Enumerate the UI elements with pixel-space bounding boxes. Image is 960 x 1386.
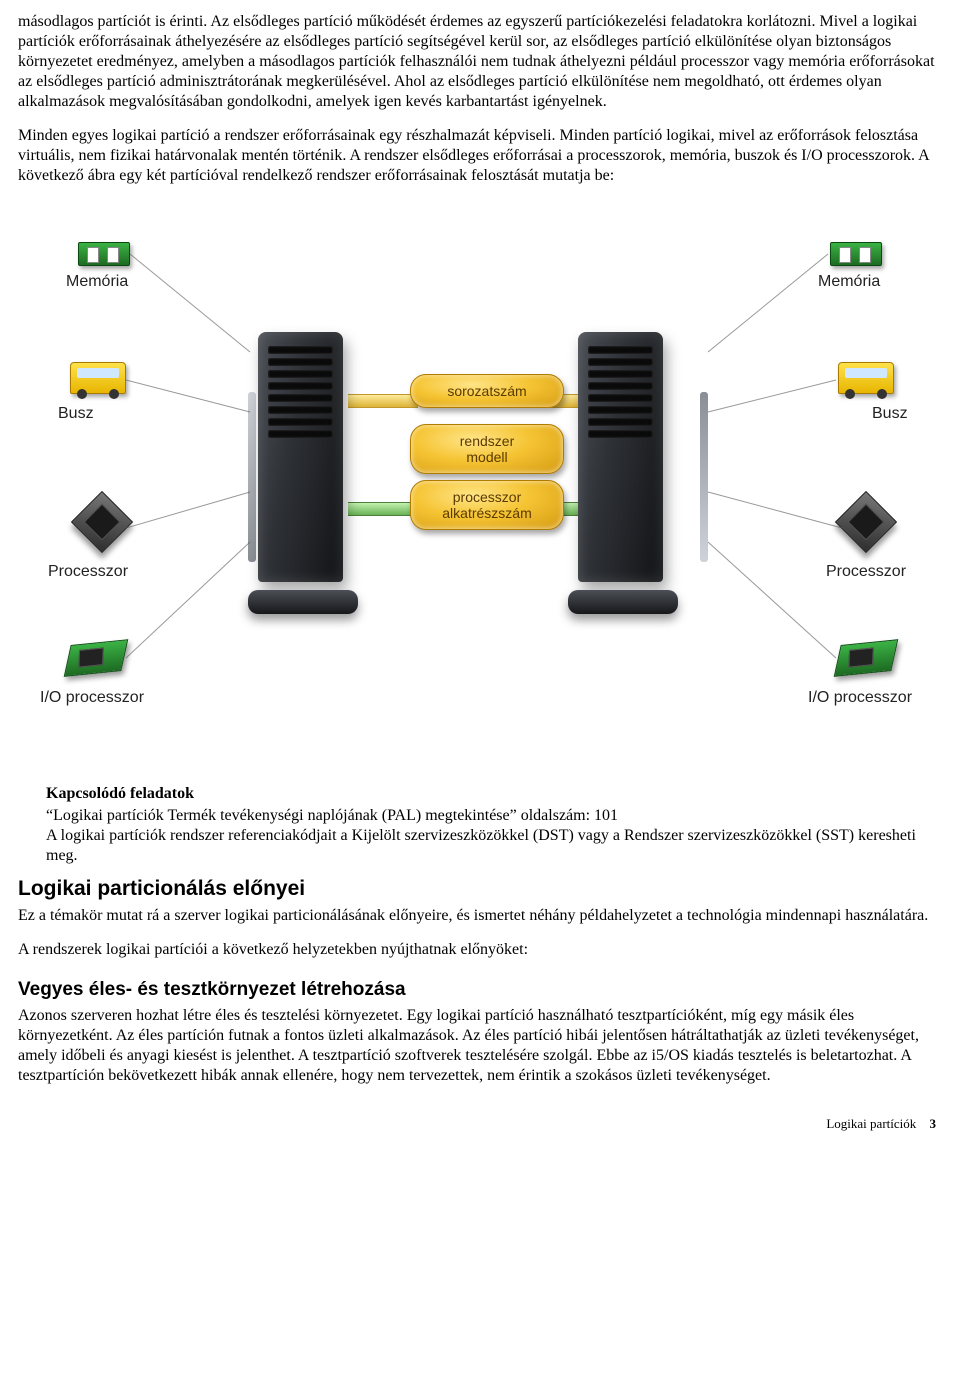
processor-icon-right xyxy=(835,491,897,553)
benefits-paragraph-2: A rendszerek logikai partíciói a követke… xyxy=(18,940,942,960)
tower-right-body xyxy=(578,332,663,582)
page-footer: Logikai partíciók 3 xyxy=(18,1116,942,1132)
bus-icon-right xyxy=(838,362,894,394)
server-tower-right xyxy=(578,332,698,602)
partition-diagram: sorozatszám rendszer modell processzor a… xyxy=(18,202,942,762)
benefits-paragraph-1: Ez a témakör mutat rá a szerver logikai … xyxy=(18,906,942,926)
related-link-1: “Logikai partíciók Termék tevékenységi n… xyxy=(46,806,942,826)
tower-right-base xyxy=(568,590,678,614)
related-link-2: A logikai partíciók rendszer referenciak… xyxy=(46,826,942,866)
bus-label-left: Busz xyxy=(58,404,94,424)
pill-serial: sorozatszám xyxy=(410,374,564,408)
tower-left-slots xyxy=(268,346,333,438)
processor-icon-left xyxy=(71,491,133,553)
related-tasks-title: Kapcsolódó feladatok xyxy=(46,784,942,804)
intro-paragraph-1: másodlagos partíciót is érinti. Az elsőd… xyxy=(18,12,942,112)
tower-left-body xyxy=(258,332,343,582)
memory-label-right: Memória xyxy=(818,272,880,292)
processor-label-right: Processzor xyxy=(826,562,906,582)
footer-page-number: 3 xyxy=(930,1116,937,1131)
memory-icon-left xyxy=(78,242,130,266)
bus-label-right: Busz xyxy=(872,404,908,424)
bus-icon-left xyxy=(70,362,126,394)
footer-label: Logikai partíciók xyxy=(826,1116,916,1131)
related-tasks-block: Kapcsolódó feladatok “Logikai partíciók … xyxy=(46,784,942,866)
memory-label-left: Memória xyxy=(66,272,128,292)
mixed-env-paragraph: Azonos szerveren hozhat létre éles és te… xyxy=(18,1006,942,1086)
ioproc-icon-right xyxy=(834,639,899,677)
tower-left-base xyxy=(248,590,358,614)
memory-icon-right xyxy=(830,242,882,266)
processor-label-left: Processzor xyxy=(48,562,128,582)
tower-left-io-connector xyxy=(248,392,256,562)
ioproc-icon-left xyxy=(64,639,129,677)
intro-paragraph-2: Minden egyes logikai partíció a rendszer… xyxy=(18,126,942,186)
ioproc-label-left: I/O processzor xyxy=(40,688,144,708)
tower-right-slots xyxy=(588,346,653,438)
pill-feature: processzor alkatrészszám xyxy=(410,480,564,530)
tower-right-io-connector xyxy=(700,392,708,562)
heading-mixed-env: Vegyes éles- és tesztkörnyezet létrehozá… xyxy=(18,978,942,1002)
ioproc-label-right: I/O processzor xyxy=(808,688,912,708)
pill-model: rendszer modell xyxy=(410,424,564,474)
server-tower-left xyxy=(258,332,378,602)
heading-benefits: Logikai particionálás előnyei xyxy=(18,876,942,902)
